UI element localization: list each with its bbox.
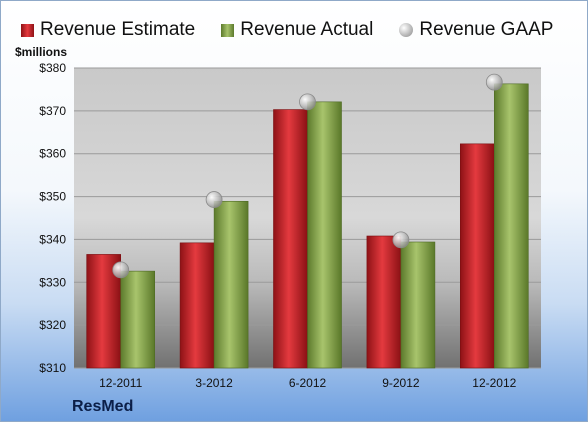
y-axis-unit-label: $millions [15, 45, 68, 59]
marker-revenue-gaap [112, 261, 130, 279]
bar-revenue-estimate [366, 235, 402, 369]
bar-revenue-estimate [459, 143, 495, 369]
x-tick-label: 3-2012 [195, 376, 233, 390]
legend-swatch-estimate [21, 23, 34, 37]
y-tick-label: $370 [39, 104, 66, 118]
bar-revenue-estimate [273, 109, 308, 369]
gaap-markers [112, 73, 503, 279]
company-name: ResMed [72, 398, 134, 415]
bars [86, 83, 529, 369]
x-tick-label: 6-2012 [289, 376, 327, 390]
bar-revenue-actual [213, 200, 249, 369]
y-tick-label: $330 [39, 275, 66, 289]
x-axis-ticks: 12-2011 3-2012 6-2012 9-2012 12-2012 [99, 376, 517, 390]
legend-label-estimate: Revenue Estimate [40, 19, 196, 40]
y-tick-label: $380 [39, 61, 66, 75]
x-tick-label: 12-2012 [472, 376, 516, 390]
legend-label-actual: Revenue Actual [240, 19, 374, 40]
legend-item-estimate: Revenue Estimate [21, 19, 195, 41]
legend-item-actual: Revenue Actual [221, 19, 373, 41]
bar-revenue-actual [400, 241, 436, 369]
y-tick-label: $350 [39, 190, 66, 204]
legend: Revenue Estimate Revenue Actual Revenue … [21, 17, 553, 43]
y-tick-label: $360 [39, 147, 66, 161]
legend-label-gaap: Revenue GAAP [419, 19, 554, 40]
marker-revenue-gaap [205, 191, 223, 208]
bar-revenue-actual [307, 101, 342, 369]
legend-swatch-actual [221, 23, 235, 37]
marker-revenue-gaap [299, 93, 316, 111]
y-tick-label: $340 [39, 232, 66, 246]
x-tick-label: 12-2011 [99, 376, 142, 390]
legend-item-gaap: Revenue GAAP [399, 19, 553, 41]
y-tick-label: $310 [39, 361, 66, 375]
bar-revenue-estimate [179, 242, 215, 369]
marker-revenue-gaap [392, 231, 410, 249]
y-axis-ticks: $310 $320 $330 $340 $350 $360 $370 $380 [39, 61, 66, 375]
y-tick-label: $320 [39, 318, 66, 332]
legend-marker-gaap [399, 23, 414, 37]
bar-revenue-actual [493, 83, 529, 369]
bar-revenue-actual [120, 270, 155, 369]
x-tick-label: 9-2012 [382, 376, 420, 390]
marker-revenue-gaap [485, 73, 503, 91]
